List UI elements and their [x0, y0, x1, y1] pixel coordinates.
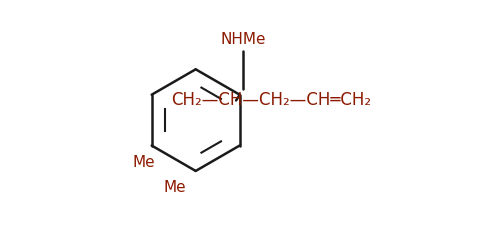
Text: Me: Me	[133, 155, 155, 170]
Text: CH₂—CH—CH₂—CH═CH₂: CH₂—CH—CH₂—CH═CH₂	[171, 91, 371, 109]
Text: NHMe: NHMe	[221, 32, 266, 47]
Text: Me: Me	[164, 180, 186, 195]
